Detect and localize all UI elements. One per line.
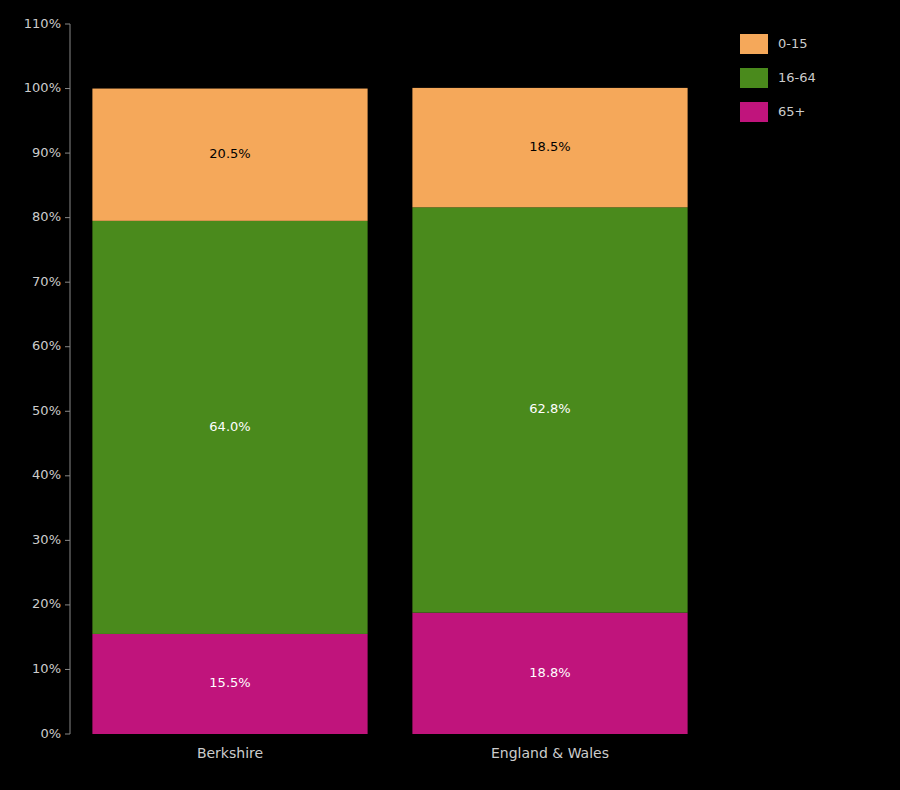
legend-label: 65+ [778,104,805,119]
bar-segment [92,89,367,221]
y-tick [65,669,70,670]
y-tick [65,88,70,89]
y-tick-label: 0% [40,726,61,741]
chart-container: 0% 10% 20% 30% 40% 50% 60% 70% 80% 90% 100% 110% 15.… [0,0,900,790]
legend-swatch [740,102,768,122]
y-tick [65,24,70,25]
y-tick-label: 80% [32,209,61,224]
data-labels: 15.5% 18.8% 64.0% 62.8% 20.5% 18.5% [209,139,570,690]
y-axis: 0% 10% 20% 30% 40% 50% 60% 70% 80% 90% 100% 110% [24,16,70,741]
bars [92,88,687,734]
bar-segment [412,88,687,207]
bar-segment [412,207,687,612]
legend-label: 16-64 [778,70,816,85]
y-tick-label: 100% [24,80,61,95]
legend-swatch [740,68,768,88]
y-tick-label: 50% [32,403,61,418]
bar-segment [412,613,687,734]
y-tick [65,346,70,347]
background [0,0,900,790]
data-label: 18.8% [529,665,570,680]
y-tick [65,734,70,735]
data-label: 15.5% [209,675,250,690]
y-tick-label: 40% [32,467,61,482]
y-tick-label: 60% [32,338,61,353]
bar-segment [92,634,367,734]
x-tick-label: Berkshire [197,745,263,761]
data-label: 20.5% [209,146,250,161]
bar-segment [92,221,367,634]
y-tick [65,604,70,605]
y-tick-label: 10% [32,661,61,676]
y-axis-line [70,24,71,734]
y-tick-label: 70% [32,274,61,289]
y-tick [65,217,70,218]
x-tick-label: England & Wales [491,745,609,761]
data-label: 64.0% [209,419,250,434]
data-label: 18.5% [529,139,570,154]
legend-label: 0-15 [778,36,808,51]
legend-swatch [740,34,768,54]
data-label: 62.8% [529,401,570,416]
legend: 0-15 16-64 65+ [740,34,816,122]
y-tick [65,153,70,154]
y-tick [65,540,70,541]
y-tick [65,475,70,476]
y-tick-label: 20% [32,596,61,611]
y-tick-label: 30% [32,532,61,547]
y-tick [65,282,70,283]
chart-svg: 0% 10% 20% 30% 40% 50% 60% 70% 80% 90% 100% 110% 15.… [0,0,900,790]
y-tick-label: 90% [32,145,61,160]
x-axis: Berkshire England & Wales [197,745,609,761]
y-tick-label: 110% [24,16,61,31]
y-tick [65,411,70,412]
